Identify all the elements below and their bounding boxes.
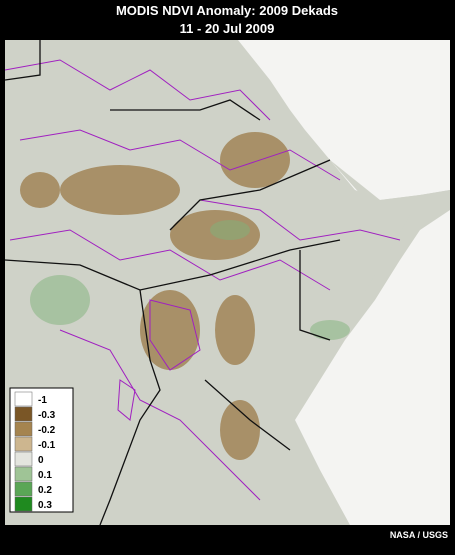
title: MODIS NDVI Anomaly: 2009 Dekads <box>116 3 338 18</box>
legend-swatch <box>14 406 33 422</box>
legend-label: -1 <box>38 395 47 406</box>
subtitle: 11 - 20 Jul 2009 <box>180 21 275 36</box>
legend-swatch <box>14 496 33 512</box>
credit: NASA / USGS <box>390 530 448 540</box>
legend-swatch <box>14 481 33 497</box>
admin-borders <box>4 59 401 501</box>
legend-label: -0.3 <box>38 410 56 421</box>
legend-swatch <box>14 451 33 467</box>
legend-label: 0 <box>38 455 44 466</box>
legend-label: -0.1 <box>38 440 56 451</box>
legend-swatch <box>14 391 33 407</box>
sea <box>238 40 450 200</box>
map <box>4 40 450 526</box>
legend-swatch <box>14 421 33 437</box>
legend-label: 0.2 <box>38 485 52 496</box>
legend-label: 0.1 <box>38 470 52 481</box>
ocean <box>295 210 450 525</box>
legend: -1 -0.3 -0.2 -0.1 0 0.1 0.2 0.3 <box>9 387 74 513</box>
legend-label: -0.2 <box>38 425 56 436</box>
legend-swatch <box>14 436 33 452</box>
legend-swatch <box>14 466 33 482</box>
country-borders <box>4 40 341 526</box>
legend-label: 0.3 <box>38 500 52 511</box>
wet-anomaly <box>30 220 350 340</box>
